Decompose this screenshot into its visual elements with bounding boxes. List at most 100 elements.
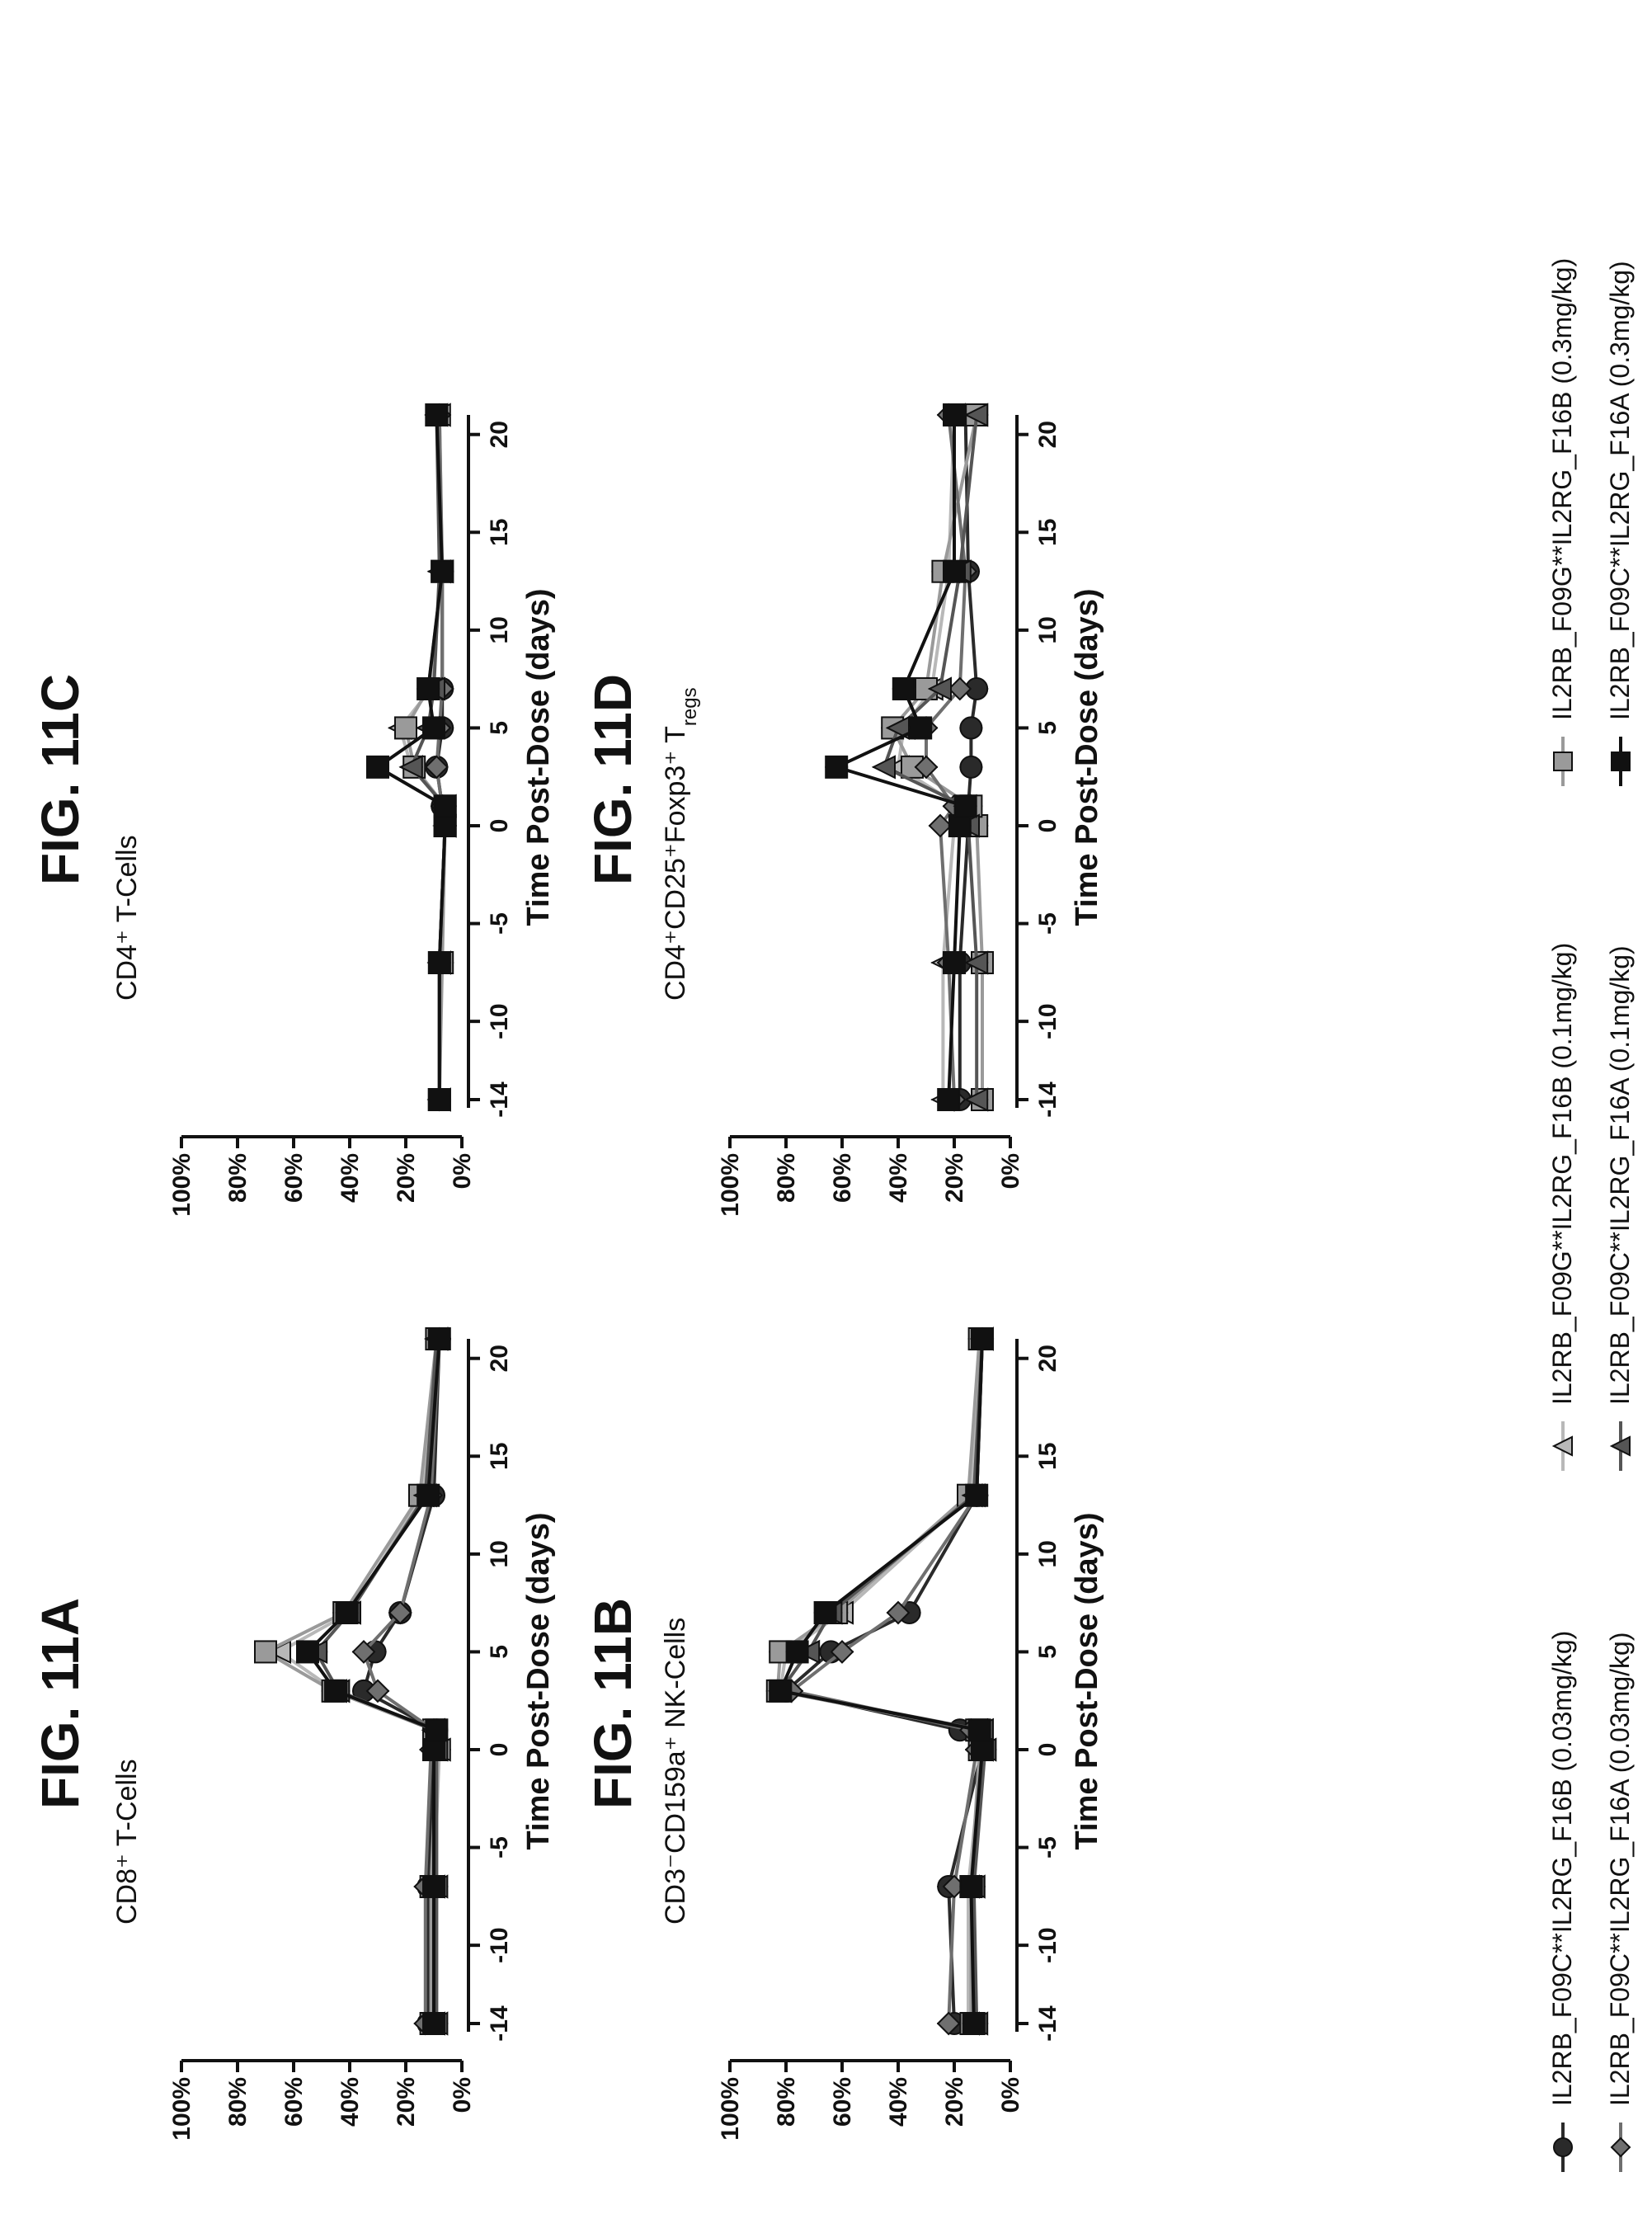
series-line xyxy=(788,1338,984,2024)
x-tick-label: 10 xyxy=(1034,616,1061,643)
x-tick-label: -10 xyxy=(486,1927,513,1962)
series-6 xyxy=(296,1327,451,2035)
data-point xyxy=(936,2011,961,2036)
figure-title: FIG. 11C xyxy=(31,674,90,885)
x-tick-label: -5 xyxy=(486,912,513,935)
legend-label: IL2RB_F09C**IL2RG_F16B (0.03mg/kg) xyxy=(1547,1631,1577,2106)
data-point xyxy=(388,1600,412,1625)
y-tick-label: 100% xyxy=(717,1153,744,1217)
data-point xyxy=(928,813,953,838)
data-point xyxy=(769,1679,793,1703)
x-tick-label: 20 xyxy=(486,1345,513,1372)
figure-subtitle-subscript: regs xyxy=(679,687,701,726)
data-point xyxy=(422,1738,445,1761)
chart-panel-11a: FIG. 11A CD8⁺ T-Cells 0% 20% 40% 60% 80% 100% -1… xyxy=(31,1326,556,2141)
legend-label: IL2RB_F09C**IL2RG_F16A (0.03mg/kg) xyxy=(1605,1632,1635,2106)
legend-item-3: IL2RB_F09G**IL2RG_F16B (0.3mg/kg) xyxy=(1547,258,1577,786)
y-tick-label: 0% xyxy=(997,2077,1024,2113)
data-point xyxy=(433,794,457,818)
data-point xyxy=(927,676,952,701)
x-tick-label: 10 xyxy=(1034,1540,1061,1567)
legend-marker xyxy=(1553,751,1573,771)
data-point xyxy=(324,1679,347,1703)
x-tick-label: -14 xyxy=(486,2005,513,2042)
data-point xyxy=(422,1875,445,1898)
legend-item-2: IL2RB_F09G**IL2RG_F16B (0.1mg/kg) xyxy=(1547,943,1577,1471)
x-tick-label: 5 xyxy=(486,721,513,735)
x-tick-label: 15 xyxy=(486,1443,513,1470)
legend-label: IL2RB_F09G**IL2RG_F16B (0.3mg/kg) xyxy=(1547,258,1577,720)
y-tick-label: 20% xyxy=(941,1153,968,1203)
y-tick-label: 40% xyxy=(337,2077,364,2127)
x-axis-title: Time Post-Dose (days) xyxy=(1070,589,1104,926)
data-point xyxy=(365,1679,390,1703)
x-tick-label: 20 xyxy=(1034,421,1061,448)
y-tick-label: 80% xyxy=(773,2077,800,2127)
x-tick-label: -5 xyxy=(486,1836,513,1859)
series-6 xyxy=(366,403,457,1111)
data-point xyxy=(394,716,417,740)
data-point xyxy=(813,1601,837,1624)
y-tick-label: 80% xyxy=(224,2077,252,2127)
series-3 xyxy=(765,1327,991,2035)
data-point xyxy=(335,1601,359,1624)
x-tick-label: 0 xyxy=(486,1743,513,1757)
x-tick-label: -5 xyxy=(1034,1836,1061,1859)
series-6 xyxy=(825,403,977,1111)
data-point xyxy=(825,755,849,779)
x-tick-label: 5 xyxy=(486,1645,513,1659)
legend-marker xyxy=(1551,1435,1573,1457)
y-tick-label: 60% xyxy=(829,1153,856,1203)
figure-subtitle: CD3⁻CD159a⁺ NK-Cells xyxy=(660,1618,691,1925)
x-tick-label: -10 xyxy=(1034,1927,1061,1962)
figure-subtitle: CD8⁺ T-Cells xyxy=(111,1759,143,1925)
y-tick-label: 0% xyxy=(997,1153,1024,1189)
y-tick-label: 20% xyxy=(393,1153,420,1203)
data-point xyxy=(417,1483,440,1507)
data-point xyxy=(948,676,972,701)
data-point xyxy=(963,950,989,975)
data-point xyxy=(967,1718,991,1742)
chart-panel-11b: FIG. 11B CD3⁻CD159a⁺ NK-Cells 0% 20% 40% 60% 8… xyxy=(583,1326,1104,2141)
data-point xyxy=(937,1088,961,1111)
x-axis-title: Time Post-Dose (days) xyxy=(521,589,556,926)
legend-marker xyxy=(1553,2137,1573,2157)
series-3 xyxy=(254,1327,449,2035)
data-point xyxy=(959,1875,983,1898)
x-tick-label: -10 xyxy=(486,1003,513,1039)
data-point xyxy=(830,1640,854,1664)
x-tick-label: 5 xyxy=(1034,721,1061,735)
data-point xyxy=(425,403,449,426)
legend-item-1: IL2RB_F09C**IL2RG_F16B (0.03mg/kg) xyxy=(1547,1631,1577,2172)
data-point xyxy=(351,1640,376,1664)
y-tick-label: 20% xyxy=(941,2077,968,2127)
figure-title: FIG. 11D xyxy=(583,674,642,885)
x-tick-label: 0 xyxy=(1034,819,1061,833)
legend-label: IL2RB_F09C**IL2RG_F16A (0.1mg/kg) xyxy=(1605,945,1635,1405)
data-point xyxy=(417,677,440,700)
data-point xyxy=(424,755,449,780)
data-point xyxy=(948,814,972,837)
x-tick-label: 10 xyxy=(486,616,513,643)
data-point xyxy=(785,1640,809,1664)
data-point xyxy=(427,1327,451,1350)
data-point xyxy=(914,755,939,780)
data-point xyxy=(427,951,451,974)
data-point xyxy=(959,716,983,740)
x-tick-label: 20 xyxy=(1034,1345,1061,1372)
legend-label: IL2RB_F09G**IL2RG_F16B (0.1mg/kg) xyxy=(1547,943,1577,1405)
y-tick-label: 40% xyxy=(337,1153,364,1203)
data-point xyxy=(962,2012,986,2035)
data-point xyxy=(398,755,423,780)
data-point xyxy=(943,559,966,583)
x-tick-label: -5 xyxy=(1034,912,1061,935)
data-point xyxy=(886,1600,911,1625)
x-tick-label: 0 xyxy=(486,819,513,833)
x-tick-label: 0 xyxy=(1034,1743,1061,1757)
data-point xyxy=(971,1738,994,1761)
y-tick-label: 0% xyxy=(449,2077,476,2113)
figure-title: FIG. 11A xyxy=(31,1598,90,1809)
x-tick-label: 20 xyxy=(486,421,513,448)
data-point xyxy=(943,951,966,974)
